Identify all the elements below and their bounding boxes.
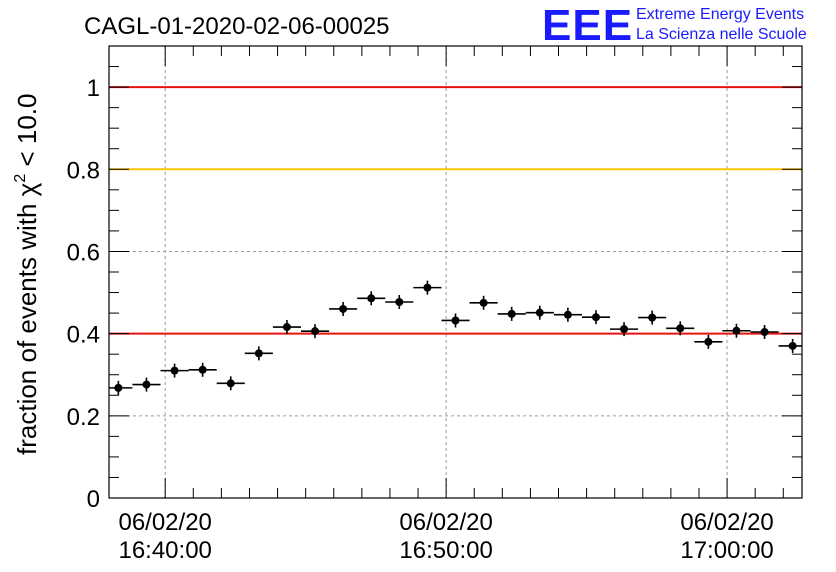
data-point-marker — [451, 316, 460, 325]
axis-ticks — [109, 45, 802, 499]
data-point — [525, 305, 554, 320]
eee-logo-line1: Extreme Energy Events — [636, 6, 804, 23]
data-point-marker — [507, 309, 516, 318]
data-point-marker — [282, 323, 291, 332]
data-point-marker — [788, 341, 797, 350]
x-tick-label-date: 06/02/20 — [680, 509, 773, 536]
data-point-marker — [142, 380, 151, 389]
data-point-marker — [648, 313, 657, 322]
eee-logo-mark: EEE — [542, 1, 633, 50]
data-point — [694, 334, 723, 349]
y-tick-label: 1 — [87, 75, 100, 102]
y-tick-label: 0.8 — [67, 157, 100, 184]
grid-lines — [109, 46, 802, 498]
data-point-marker — [254, 349, 263, 358]
x-tick-label-time: 16:40:00 — [118, 537, 211, 564]
data-point-marker — [676, 324, 685, 333]
data-point — [469, 295, 498, 310]
data-point — [188, 362, 217, 377]
y-tick-label: 0 — [87, 486, 100, 513]
x-tick-label-time: 16:50:00 — [399, 537, 492, 564]
data-point-marker — [732, 326, 741, 335]
data-point — [497, 306, 526, 321]
y-axis-label-chi: χ — [12, 182, 42, 196]
data-point — [109, 380, 133, 395]
data-point-marker — [563, 310, 572, 319]
y-axis-label-sup: 2 — [12, 174, 29, 183]
data-point-marker — [226, 379, 235, 388]
y-axis-label-main: fraction of events with — [12, 196, 42, 455]
data-point-marker — [479, 298, 488, 307]
data-point — [132, 377, 161, 392]
data-point-marker — [367, 294, 376, 303]
data-points — [109, 280, 802, 395]
data-point — [553, 307, 582, 322]
plot-frame — [108, 45, 803, 499]
reference-lines — [109, 86, 802, 335]
data-point — [666, 321, 695, 336]
data-point-marker — [591, 313, 600, 322]
data-point — [216, 376, 245, 391]
data-point-marker — [760, 327, 769, 336]
data-point-marker — [535, 308, 544, 317]
eee-logo-line2: La Scienza nelle Scuole — [636, 26, 807, 43]
chart-title: CAGL-01-2020-02-06-00025 — [84, 13, 390, 40]
data-point — [357, 291, 386, 306]
data-point-marker — [339, 304, 348, 313]
eee-logo: EEE Extreme Energy Events La Scienza nel… — [542, 1, 807, 50]
data-point-marker — [198, 365, 207, 374]
data-point — [385, 294, 414, 309]
data-point-marker — [423, 283, 432, 292]
x-tick-label-time: 17:00:00 — [680, 537, 773, 564]
x-tick-label-date: 06/02/20 — [118, 509, 211, 536]
y-tick-label: 0.2 — [67, 404, 100, 431]
data-point-marker — [620, 325, 629, 334]
data-point — [244, 346, 273, 361]
data-point — [413, 280, 442, 295]
tick-labels: 00.20.40.60.8106/02/2016:40:0006/02/2016… — [67, 75, 774, 564]
data-point-marker — [704, 337, 713, 346]
data-point — [329, 301, 358, 316]
data-point — [160, 363, 189, 378]
data-point — [610, 322, 639, 337]
y-tick-label: 0.6 — [67, 239, 100, 266]
data-point-marker — [114, 383, 123, 392]
data-point — [778, 338, 802, 353]
y-axis-label: fraction of events with χ2 < 10.0 — [12, 94, 42, 455]
y-axis-label-tail: < 10.0 — [12, 94, 42, 174]
data-point — [722, 323, 751, 338]
data-point-marker — [170, 366, 179, 375]
data-point — [272, 320, 301, 335]
data-point — [750, 324, 779, 339]
data-point-marker — [311, 327, 320, 336]
data-point — [581, 310, 611, 325]
data-point — [300, 324, 330, 339]
data-point — [441, 313, 470, 328]
y-tick-label: 0.4 — [67, 322, 100, 349]
data-point-marker — [395, 297, 404, 306]
x-tick-label-date: 06/02/20 — [399, 509, 492, 536]
data-point — [638, 310, 667, 325]
